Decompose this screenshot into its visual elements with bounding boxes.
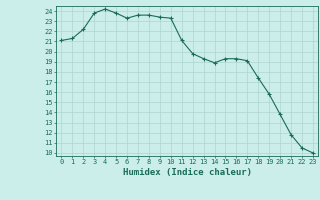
X-axis label: Humidex (Indice chaleur): Humidex (Indice chaleur)	[123, 168, 252, 177]
